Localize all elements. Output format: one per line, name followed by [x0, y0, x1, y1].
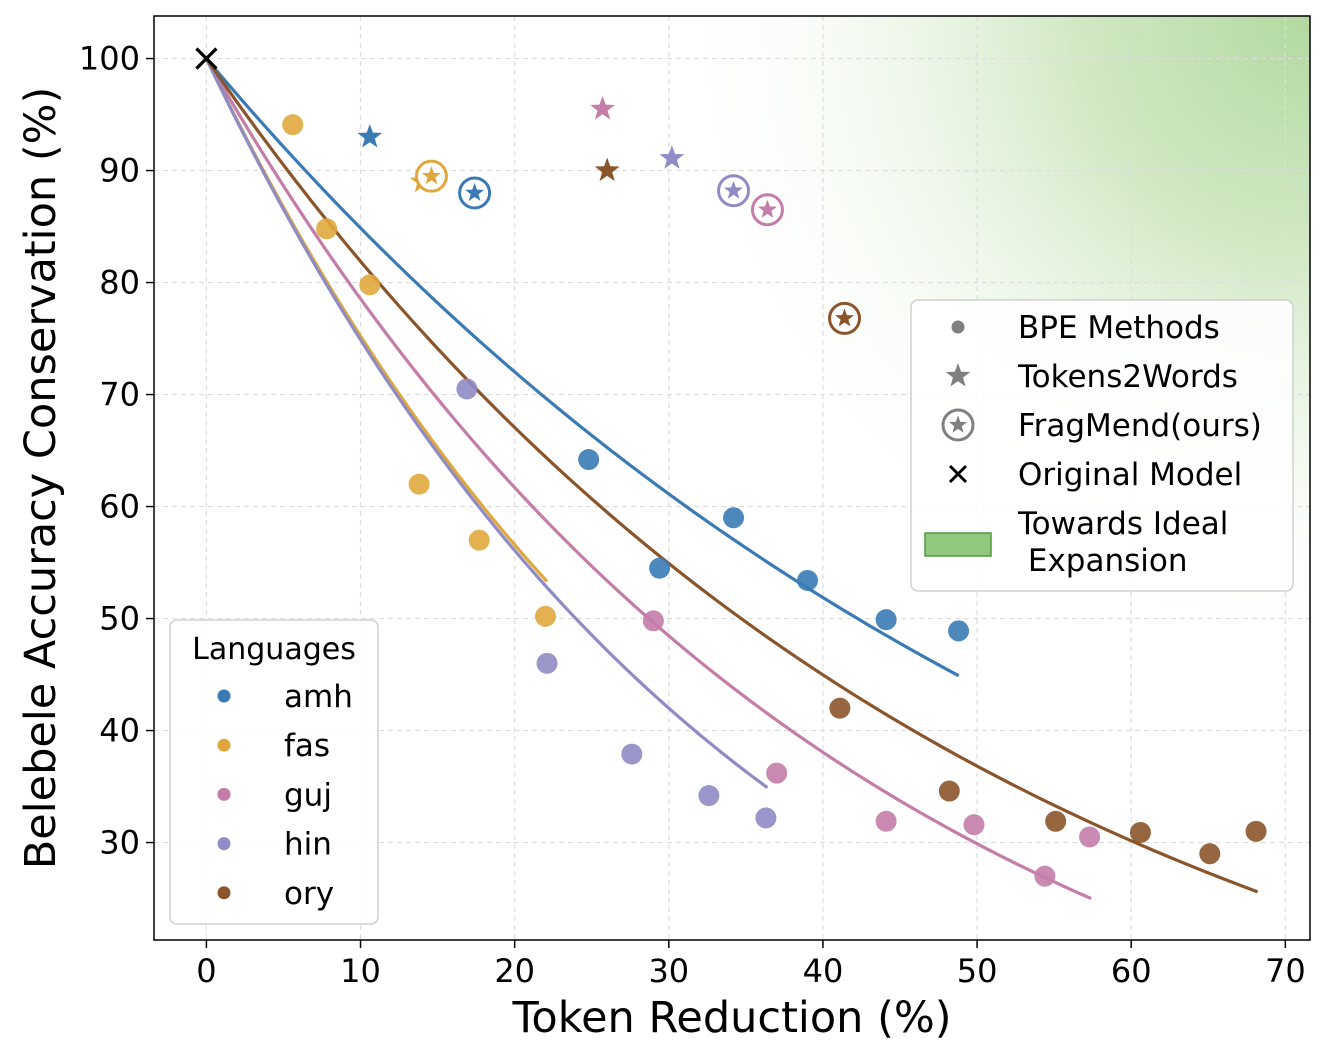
x-tick-label: 70: [1265, 952, 1306, 990]
fragmend-point-amh: [465, 182, 485, 202]
bpe-point-amh: [578, 449, 600, 471]
legend-fas-marker: [217, 738, 231, 752]
legend-fragmend-marker: [941, 408, 975, 442]
star-icon: [948, 415, 968, 433]
x-tick-label: 0: [196, 952, 216, 990]
star-icon: [945, 363, 971, 387]
x-tick-label: 40: [803, 952, 844, 990]
tokens2words-point-hin: [659, 145, 685, 169]
legend-hin-marker: [217, 837, 231, 851]
bpe-point-fas: [282, 114, 304, 136]
bpe-point-ory: [1245, 820, 1267, 842]
bpe-point-amh: [948, 620, 970, 642]
languages-legend: Languages amh fas guj hin ory: [169, 619, 379, 925]
bpe-point-ory: [1045, 810, 1067, 832]
languages-legend-title: Languages: [192, 632, 356, 667]
bpe-point-ory: [1129, 821, 1151, 843]
x-tick-label: 30: [648, 952, 689, 990]
legend-hin-label: hin: [284, 827, 332, 863]
legend-ory-marker: [217, 886, 231, 900]
x-tick-label: 10: [340, 952, 381, 990]
bpe-point-amh: [723, 507, 745, 529]
tokens2words-point-ory: [594, 157, 620, 182]
fragmend-point-hin: [724, 180, 744, 199]
tokens2words-point-amh: [357, 123, 383, 148]
y-tick-label: 50: [99, 600, 140, 638]
bpe-point-ory: [829, 697, 851, 719]
y-tick-label: 100: [79, 40, 140, 78]
y-axis-label: Belebele Accuracy Conservation (%): [16, 87, 66, 870]
bpe-point-hin: [621, 743, 643, 765]
bpe-point-fas: [359, 274, 381, 296]
bpe-point-guj: [963, 814, 985, 836]
x-axis-ticks: 0 10 20 30 40 50 60 70: [196, 940, 1306, 990]
legend-original-model-marker: [948, 464, 968, 484]
bpe-point-fas: [316, 218, 338, 240]
legend-fragmend-label: FragMend(ours): [1018, 408, 1262, 444]
bpe-point-fas: [408, 473, 430, 495]
x-axis-label: Token Reduction (%): [511, 993, 951, 1043]
plot-frame: [153, 15, 1311, 941]
x-tick-label: 60: [1111, 952, 1152, 990]
bpe-point-hin: [456, 378, 478, 400]
bpe-point-guj: [642, 610, 664, 632]
y-tick-label: 60: [99, 488, 140, 526]
y-tick-label: 80: [99, 264, 140, 302]
y-tick-label: 40: [99, 712, 140, 750]
bpe-point-amh: [875, 609, 897, 631]
fit-curve-amh: [205, 57, 960, 678]
bpe-point-hin: [698, 785, 720, 807]
x-tick-label: 50: [957, 952, 998, 990]
legend-guj-marker: [217, 787, 231, 801]
fragmend-point-ory: [835, 308, 855, 327]
legend-bpe-marker: [951, 320, 965, 334]
bpe-point-guj: [1079, 826, 1101, 848]
bpe-point-guj: [1034, 865, 1056, 887]
x-tick-label: 20: [494, 952, 535, 990]
tokens2words-point-guj: [590, 95, 615, 120]
legend-guj-label: guj: [284, 777, 332, 813]
fit-curve-ory: [205, 57, 1259, 894]
fragmend-point-guj: [757, 199, 777, 218]
bpe-point-amh: [649, 557, 671, 579]
bpe-point-hin: [536, 652, 558, 674]
legend-original-model-label: Original Model: [1018, 457, 1242, 493]
bpe-point-amh: [797, 569, 819, 591]
data-points: [195, 47, 1267, 887]
bpe-point-fas: [468, 529, 490, 551]
legend-ideal-label-line1: Towards Ideal: [1017, 506, 1228, 542]
original-model-point: [195, 47, 218, 70]
bpe-point-ory: [938, 780, 960, 802]
bpe-point-fas: [534, 605, 556, 627]
y-tick-label: 70: [99, 376, 140, 414]
legend-amh-label: amh: [284, 679, 353, 715]
legend-ideal-label-line2: Expansion: [1018, 543, 1188, 579]
bpe-point-hin: [755, 807, 777, 829]
legend-ory-label: ory: [284, 876, 334, 912]
fit-curve-hin: [204, 57, 769, 789]
bpe-point-guj: [875, 810, 897, 832]
bpe-point-guj: [766, 762, 788, 784]
methods-legend: BPE Methods Tokens2Words FragMend(ours) …: [910, 299, 1294, 592]
legend-amh-marker: [217, 689, 231, 703]
legend-fas-label: fas: [284, 728, 330, 764]
legend-tokens2words-label: Tokens2Words: [1017, 359, 1238, 395]
fragmend-point-fas: [421, 166, 441, 185]
legend-tokens2words-marker: [945, 363, 971, 387]
y-axis-ticks: 30 40 50 60 70 80 90 100: [79, 40, 154, 862]
bpe-point-ory: [1199, 843, 1221, 865]
legend-bpe-label: BPE Methods: [1018, 310, 1220, 346]
y-tick-label: 90: [99, 152, 140, 190]
y-tick-label: 30: [99, 824, 140, 862]
legend-ideal-patch: [924, 532, 992, 557]
